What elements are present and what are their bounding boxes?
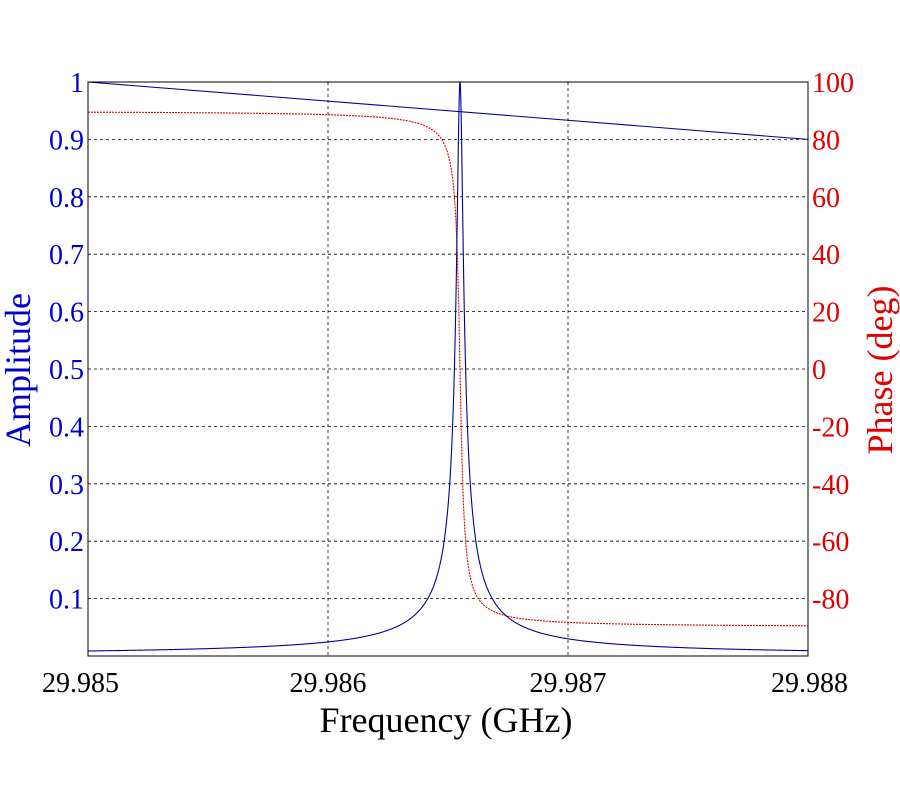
y-right-tick-label: -80 bbox=[812, 585, 849, 616]
y-right-tick-label: -20 bbox=[812, 412, 849, 443]
amplitude-series-line bbox=[87, 81, 808, 652]
phase-series-line bbox=[87, 111, 808, 627]
y-left-tick-label: 0.8 bbox=[49, 183, 84, 214]
y-right-tick-label: 40 bbox=[812, 240, 840, 271]
x-tick-label: 29.987 bbox=[530, 668, 607, 699]
y-right-tick-label: 20 bbox=[812, 298, 840, 329]
y-right-tick-label: 80 bbox=[812, 125, 840, 156]
y-right-tick-label: 100 bbox=[812, 68, 854, 99]
y-left-tick-label: 0.6 bbox=[49, 298, 84, 329]
y-left-tick-label: 0.9 bbox=[49, 125, 84, 156]
baseline-series-line bbox=[87, 81, 809, 140]
y-right-tick-label: -60 bbox=[812, 527, 849, 558]
y-right-tick-label: 60 bbox=[812, 183, 840, 214]
plot-frame bbox=[87, 81, 809, 657]
grid-lines bbox=[88, 82, 808, 656]
x-axis-label: Frequency (GHz) bbox=[320, 700, 573, 740]
x-tick-label: 29.986 bbox=[290, 668, 367, 699]
y-left-tick-label: 0.3 bbox=[49, 470, 84, 501]
y-left-tick-label: 0.7 bbox=[49, 240, 84, 271]
y-axis-right-label: Phase (deg) bbox=[860, 286, 900, 455]
y-left-tick-label: 0.5 bbox=[49, 355, 84, 386]
y-left-tick-label: 0.4 bbox=[49, 412, 84, 443]
y-right-tick-label: 0 bbox=[812, 355, 826, 386]
y-left-tick-label: 1 bbox=[70, 68, 84, 99]
x-tick-label: 29.988 bbox=[771, 668, 848, 699]
tick-labels: 0.1 0.2 0.3 0.4 0.5 0.6 0.7 0.8 0.9 1 -80 -60 -40 -20… bbox=[42, 68, 854, 699]
series-layer bbox=[87, 81, 809, 652]
y-axis-left-label: Amplitude bbox=[0, 293, 38, 447]
y-right-tick-label: -40 bbox=[812, 470, 849, 501]
y-left-tick-label: 0.1 bbox=[49, 585, 84, 616]
x-tick-label: 29.985 bbox=[42, 668, 119, 699]
y-left-tick-label: 0.2 bbox=[49, 527, 84, 558]
